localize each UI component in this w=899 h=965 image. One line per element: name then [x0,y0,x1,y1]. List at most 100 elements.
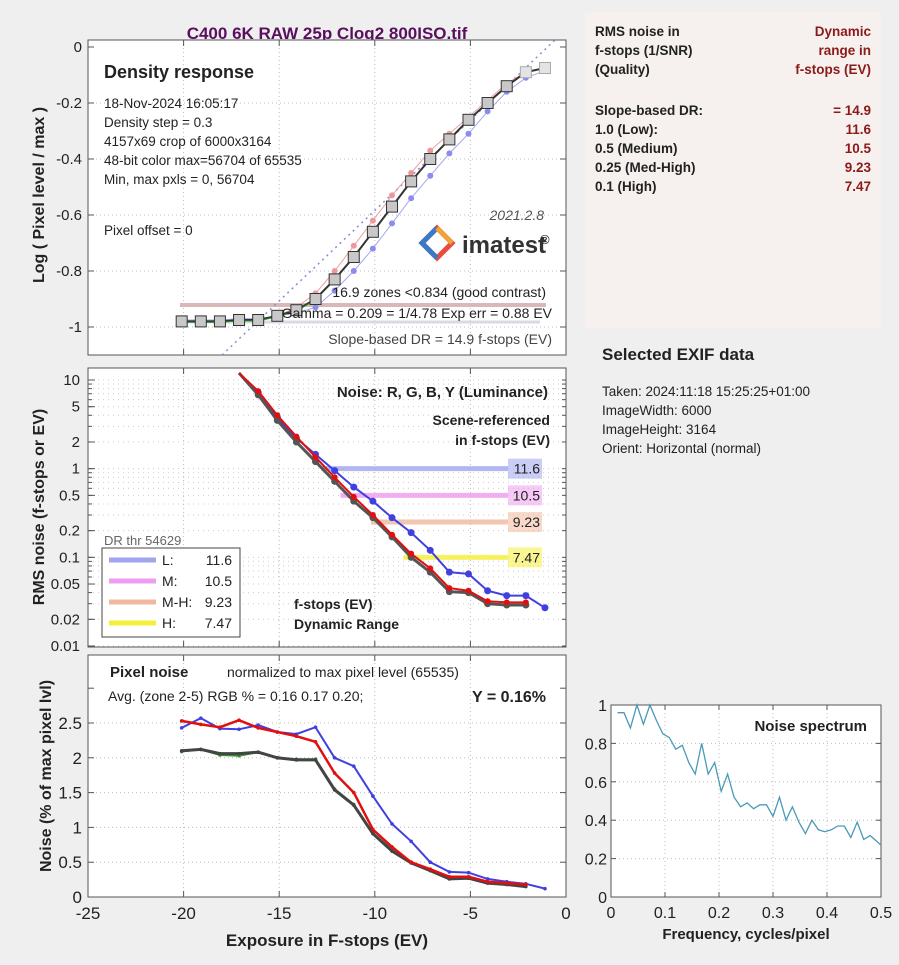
density-annotation: Min, max pxls = 0, 56704 [104,172,255,187]
data-point-luminance [213,315,226,328]
dr-value-badge [508,512,542,533]
y-tick-label: 5 [72,399,80,416]
data-point-blue [446,150,453,157]
pixel-noise-y-summary: Y = 0.16% [472,689,546,706]
info-row-label: Slope-based DR: [595,103,704,118]
data-point-blue [408,195,415,202]
data-point-blue [407,529,415,537]
y-tick-label: 0.01 [51,638,80,655]
data-point-blue [331,287,338,294]
exif-line: ImageHeight: 3164 [602,422,717,437]
data-point-luminance [386,200,399,213]
data-point-blue [445,568,453,576]
series-line-red [238,372,526,604]
y-tick-label: 0.5 [58,853,82,872]
data-point-red [484,598,491,605]
data-point-red [408,170,415,176]
x-tick-label: -15 [267,904,292,923]
legend-value: 9.23 [205,594,232,610]
data-point-y [351,803,356,807]
density-chart-title: Density response [104,62,254,82]
exif-line: Orient: Horizontal (normal) [602,441,762,456]
x-axis-label: Frequency, cycles/pixel [662,926,829,943]
y-tick-label: 0.2 [59,523,80,540]
x-tick-label: -25 [76,904,101,923]
data-point-luminance [347,251,360,263]
y-axis-label: Log ( Pixel level / max ) [31,107,48,283]
data-point-b [256,723,260,727]
data-point-luminance [309,293,322,305]
data-point-luminance [462,113,475,126]
exif-line: ImageWidth: 6000 [602,403,712,418]
data-point-y [275,756,280,760]
data-point-red [389,192,396,199]
data-point-luminance [175,315,188,328]
density-annotation: Density step = 0.3 [104,115,212,130]
y-tick-label: 1.5 [58,784,82,803]
data-point-luminance [405,175,418,188]
data-point-red [369,217,376,224]
data-point-red [331,474,338,481]
data-point-r [466,875,471,879]
info-header-right-1: Dynamic [814,24,871,39]
data-point-b [371,794,375,798]
x-tick-label: -10 [363,904,388,923]
data-point-r [524,882,528,887]
data-point-luminance [443,133,456,146]
data-point-luminance [424,153,437,165]
data-point-luminance [233,314,246,326]
data-point-blue [312,304,319,311]
data-point-red [255,388,262,395]
info-header-right-3: f-stops (EV) [795,62,871,77]
info-row-label: 1.0 (Low): [595,122,658,137]
data-point-red [350,242,357,249]
data-point-luminance [290,304,303,317]
pixel-noise-title: Pixel noise [110,664,188,681]
density-plot-area [87,39,567,356]
data-point-blue [503,592,511,600]
logo-diamond-left [418,226,439,260]
y-tick-label: -0.4 [56,151,82,168]
y-tick-label: -0.6 [56,207,82,224]
density-stat: Slope-based DR = 14.9 f-stops (EV) [328,331,552,347]
x-tick-label: 0.5 [870,905,892,922]
data-point-b [199,716,203,720]
x-tick-label: 0 [561,904,570,923]
data-point-red [503,599,510,606]
y-tick-label: 0 [598,890,607,907]
file-title: C400 6K RAW 25p Clog2 800ISO.tif [186,24,468,43]
legend-label: H: [162,615,176,631]
data-point-y [294,758,299,762]
data-point-b [390,822,394,826]
y-tick-label: -0.2 [56,95,82,112]
data-point-y [390,849,394,853]
data-point-blue [541,604,549,612]
info-row-label: 0.1 (High) [595,179,657,194]
data-point-blue [522,592,530,600]
imatest-logo-icon [418,224,456,262]
data-point-luminance [328,273,341,286]
dynamic-range-summary-box: RMS noise in f-stops (1/SNR) (Quality) D… [585,12,881,328]
y-tick-label: 2.5 [58,714,82,733]
x-tick-label: 0 [607,905,616,922]
x-tick-label: -5 [463,904,478,923]
data-point-b [179,726,184,730]
dr-value-label: 10.5 [513,487,540,503]
data-point-red [427,147,434,154]
x-tick-label: 0.1 [654,905,676,922]
y-tick-label: 2 [72,434,80,451]
data-point-red [350,493,357,500]
data-point-r [313,739,318,744]
data-point-luminance [252,314,265,326]
data-point-blue [389,220,396,227]
x-tick-label: 0.2 [708,905,730,922]
legend-value: 10.5 [205,573,232,589]
pixel-noise-subtitle: normalized to max pixel level (65535) [227,664,459,680]
data-point-blue [484,587,492,595]
data-point-red [274,412,281,419]
info-row-label: 0.5 (Medium) [595,141,678,156]
y-tick-label: 0.5 [59,487,80,504]
noise-chart-footer: Dynamic Range [294,616,399,632]
y-tick-label: 0.8 [585,736,607,753]
